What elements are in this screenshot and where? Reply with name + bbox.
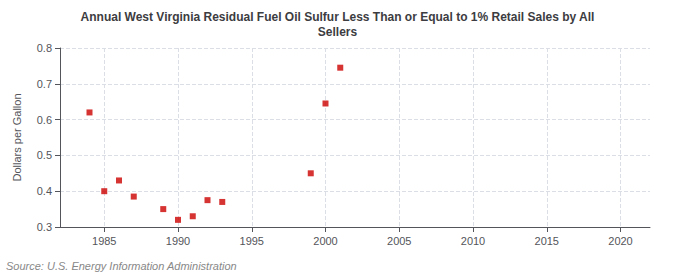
svg-text:2005: 2005 [387,235,411,247]
svg-text:2015: 2015 [535,235,559,247]
svg-text:1995: 1995 [240,235,264,247]
svg-text:Annual West Virginia Residual: Annual West Virginia Residual Fuel Oil S… [81,10,595,24]
svg-text:0.4: 0.4 [37,185,52,197]
svg-text:Source: U.S. Energy Informatio: Source: U.S. Energy Information Administ… [6,260,237,272]
svg-text:2020: 2020 [608,235,632,247]
svg-text:1985: 1985 [92,235,116,247]
svg-text:0.3: 0.3 [37,221,52,233]
svg-text:1990: 1990 [166,235,190,247]
svg-text:0.7: 0.7 [37,78,52,90]
svg-text:0.6: 0.6 [37,114,52,126]
svg-text:0.8: 0.8 [37,42,52,54]
svg-text:0.5: 0.5 [37,149,52,161]
svg-text:2010: 2010 [461,235,485,247]
svg-text:Dollars per Gallon: Dollars per Gallon [11,93,23,181]
svg-text:2000: 2000 [313,235,337,247]
svg-text:Sellers: Sellers [318,25,358,39]
